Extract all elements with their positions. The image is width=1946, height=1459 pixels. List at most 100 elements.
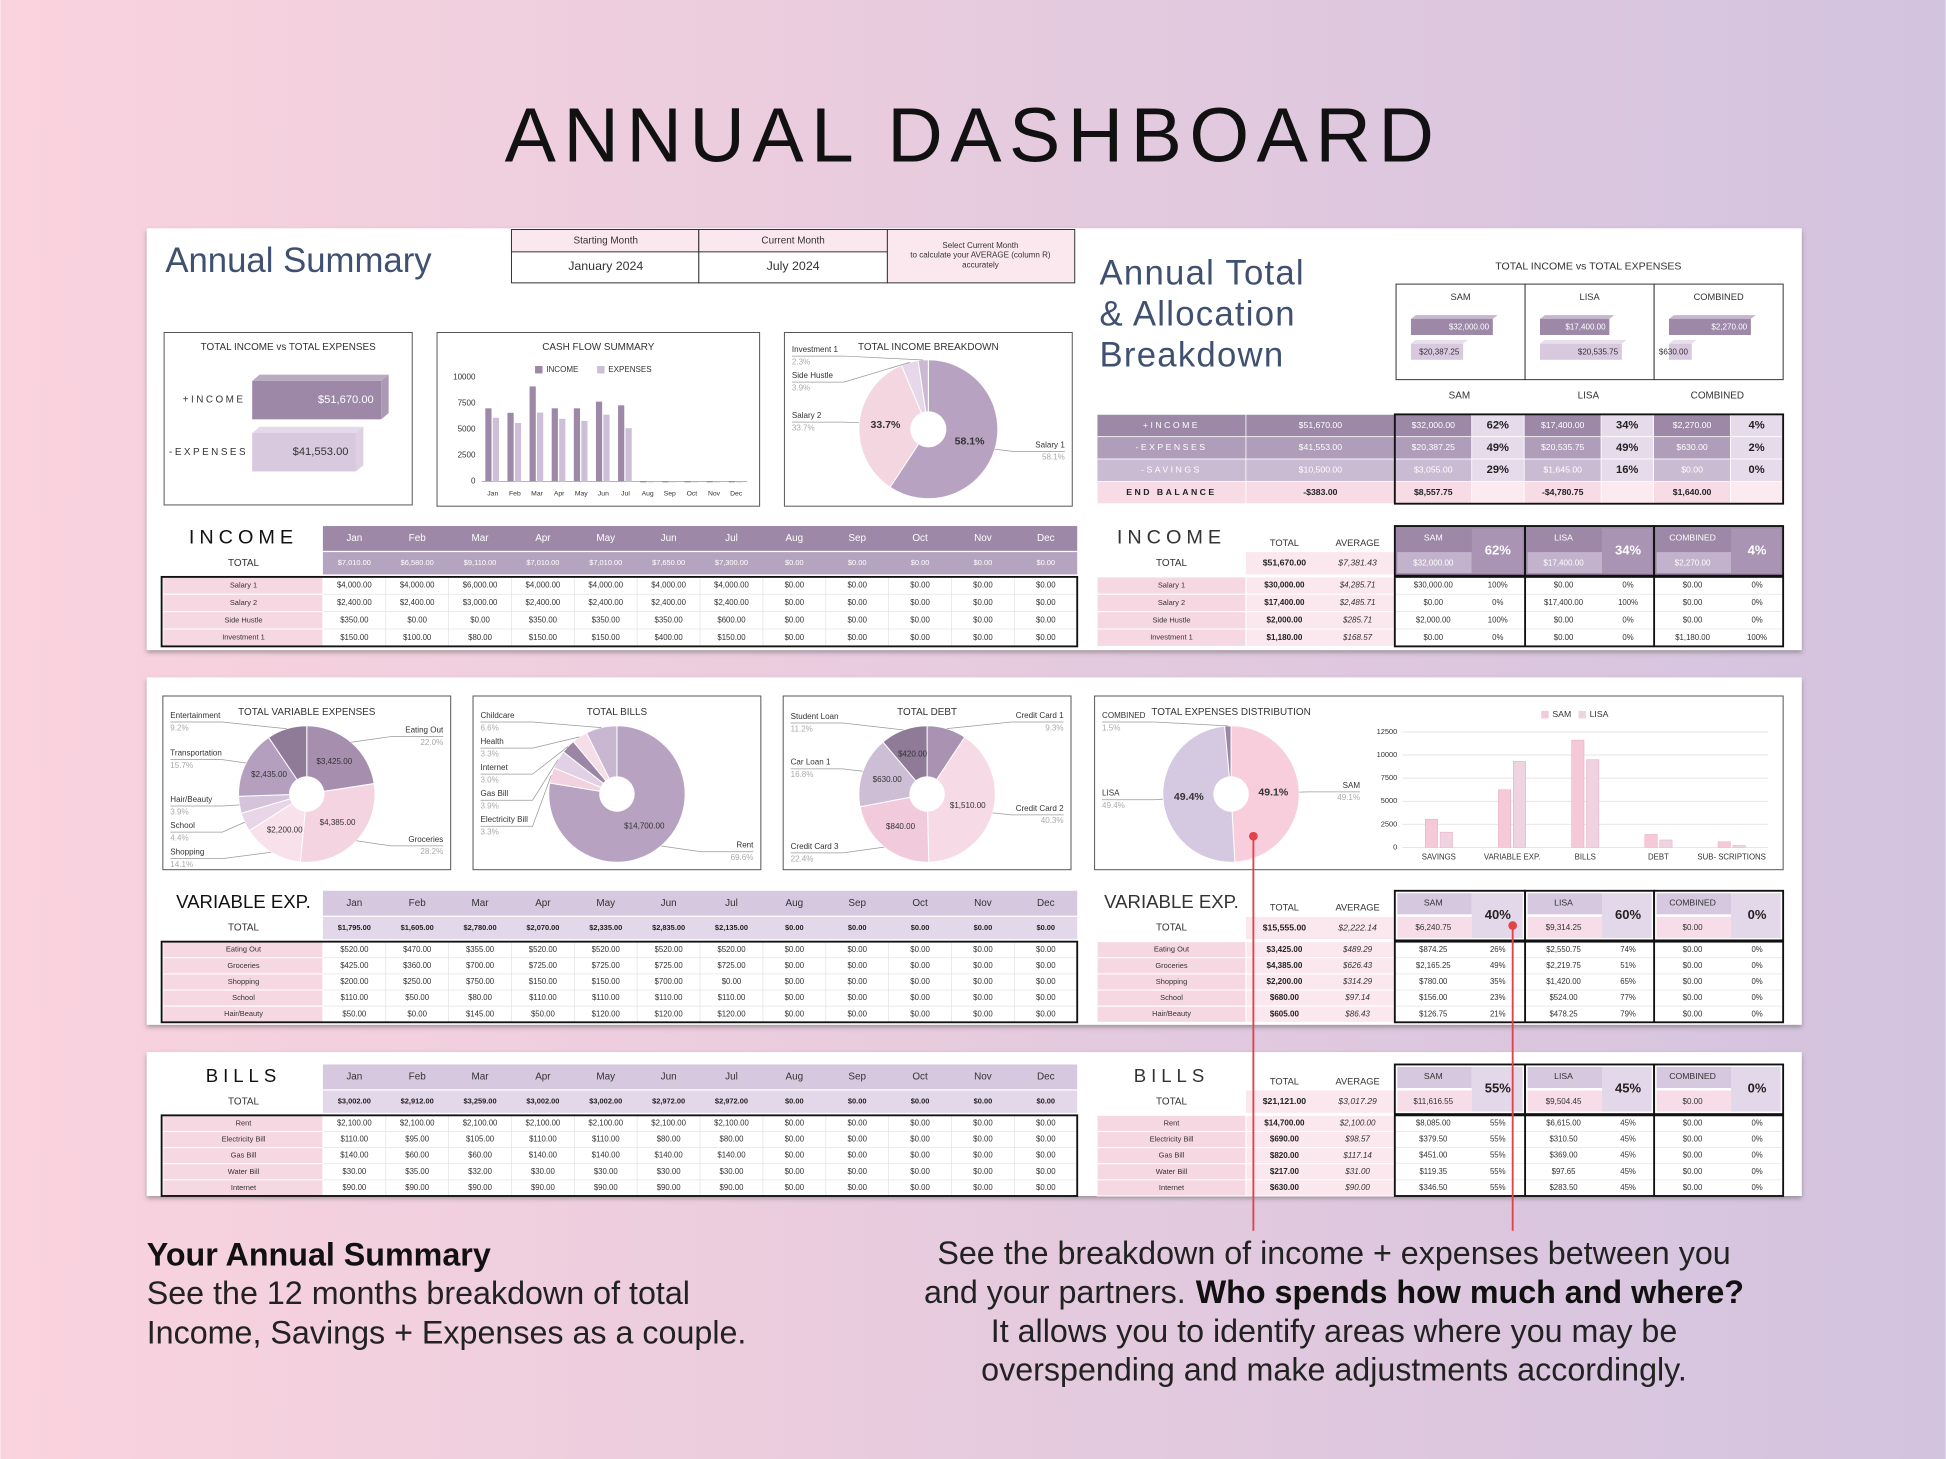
bar <box>728 481 735 483</box>
person-value: $0.00 <box>1683 961 1703 970</box>
slice-label: Eating Out <box>405 725 444 734</box>
cell-value: $470.00 <box>403 945 432 954</box>
row-average: $2,100.00 <box>1339 1119 1376 1128</box>
cell-value: $200.00 <box>340 977 369 986</box>
person-value: $2,000.00 <box>1416 615 1451 624</box>
row-label: Hair/Beauty <box>1152 1009 1191 1018</box>
slice-percent: 28.2% <box>420 847 443 856</box>
bar-value: $32,000.00 <box>1449 323 1490 332</box>
bar <box>1539 343 1622 360</box>
slice-percent: 3.0% <box>480 775 498 784</box>
row-total: $51,670.00 <box>1299 420 1343 430</box>
slice-percent: 49.1% <box>1337 793 1360 802</box>
slice-inner-label: 58.1% <box>955 435 985 447</box>
column-header: TOTAL <box>1270 538 1299 548</box>
person-total-cell <box>1656 1090 1732 1112</box>
person-value: $0.00 <box>1683 1135 1703 1144</box>
person-percent-cell <box>1602 1066 1652 1112</box>
slice-label: COMBINED <box>1102 711 1146 720</box>
column-header: AVERAGE <box>1335 1076 1379 1086</box>
person-value: $874.25 <box>1419 945 1448 954</box>
person-percent-cell <box>1731 1066 1781 1112</box>
total-value: $7,010.00 <box>526 558 559 567</box>
pointer-dot <box>1508 921 1518 930</box>
person-value: $0.00 <box>1683 1118 1703 1127</box>
total-value: $2,070.00 <box>526 923 559 932</box>
percent: 34% <box>1616 419 1638 431</box>
row-label: Rent <box>1164 1118 1181 1127</box>
person-total-cell <box>1656 552 1732 574</box>
month-header: Feb <box>409 898 427 909</box>
legend-swatch <box>535 365 543 374</box>
bar <box>1571 739 1585 848</box>
person-value: $0.00 <box>1683 1183 1703 1192</box>
cell-value: $50.00 <box>342 1009 367 1018</box>
person-percent-cell <box>1731 893 1781 938</box>
cell-value: $0.00 <box>910 1167 930 1176</box>
person-value: $0.00 <box>1683 581 1703 590</box>
bar <box>1513 761 1526 848</box>
person-percent: 65% <box>1620 977 1636 986</box>
cell-value: $2,100.00 <box>463 1118 498 1127</box>
person-value: $0.00 <box>1683 598 1703 607</box>
cell-value: $0.00 <box>910 977 930 986</box>
x-tick-label: Nov <box>708 491 721 498</box>
person-percent-cell <box>1602 528 1652 574</box>
slice-percent: 11.2% <box>791 724 813 733</box>
person-percent: 0% <box>1751 993 1762 1002</box>
pie-hole <box>910 411 947 448</box>
total-value: $0.00 <box>785 1097 804 1106</box>
person-name-cell <box>1656 1066 1732 1089</box>
person-percent: 45% <box>1620 1135 1636 1144</box>
person-name-cell <box>1397 893 1472 915</box>
person-percent: 26% <box>1490 945 1506 954</box>
slice-percent: 22.4% <box>791 854 814 863</box>
pie-slice <box>238 736 308 797</box>
row-label: Water Bill <box>228 1167 260 1176</box>
bar-top <box>252 426 364 433</box>
cell-value: $2,400.00 <box>526 598 561 607</box>
row-total-cell <box>1245 1130 1396 1149</box>
leader-line <box>946 721 1064 730</box>
cell-value: $0.00 <box>785 615 805 624</box>
person-name: COMBINED <box>1669 1071 1716 1081</box>
column-header: AVERAGE <box>1335 903 1379 913</box>
cell-value: $0.00 <box>407 615 427 624</box>
cell-value: $90.00 <box>531 1183 556 1192</box>
bar <box>1717 841 1731 848</box>
bar <box>1410 343 1464 360</box>
bar <box>1498 789 1512 848</box>
person-percent: 51% <box>1620 961 1636 970</box>
person-value: $346.50 <box>1419 1183 1448 1192</box>
person-value: $126.75 <box>1419 1009 1448 1018</box>
person-value: $0.00 <box>1683 1151 1703 1160</box>
cell-value: $30.00 <box>594 1167 619 1176</box>
cell-value: $0.00 <box>1036 945 1056 954</box>
cell-value: $90.00 <box>720 1183 745 1192</box>
cell-value: $110.00 <box>655 993 683 1002</box>
slice-inner-label: $420.00 <box>898 749 928 758</box>
row-label: Hair/Beauty <box>224 1009 263 1018</box>
table-border <box>1393 1114 1785 1197</box>
bar <box>662 481 669 483</box>
row-total: $14,700.00 <box>1264 1119 1305 1128</box>
total-value: $0.00 <box>785 558 804 567</box>
cell-value: $0.00 <box>1036 633 1056 642</box>
bar <box>1669 318 1751 335</box>
row-label: -EXPENSES <box>1136 442 1208 452</box>
row-average: $97.14 <box>1344 993 1370 1002</box>
allocation-heading: & Allocation <box>1100 296 1296 334</box>
person-value: $0.00 <box>1424 633 1444 642</box>
person-value: $0.00 <box>1554 633 1574 642</box>
person-value: $6,615.00 <box>1546 1118 1581 1127</box>
total-value: $0.00 <box>911 1097 930 1106</box>
person-name: COMBINED <box>1669 533 1716 543</box>
person-percent: 55% <box>1490 1118 1506 1127</box>
person-value: $30,000.00 <box>1414 581 1454 590</box>
total-value: $7,010.00 <box>338 558 371 567</box>
person-value: $283.50 <box>1549 1183 1578 1192</box>
cell-value: $30.00 <box>531 1167 556 1176</box>
total-value: $0.00 <box>848 558 867 567</box>
month-header: Feb <box>409 1072 427 1083</box>
total-value: $0.00 <box>1036 1097 1055 1106</box>
